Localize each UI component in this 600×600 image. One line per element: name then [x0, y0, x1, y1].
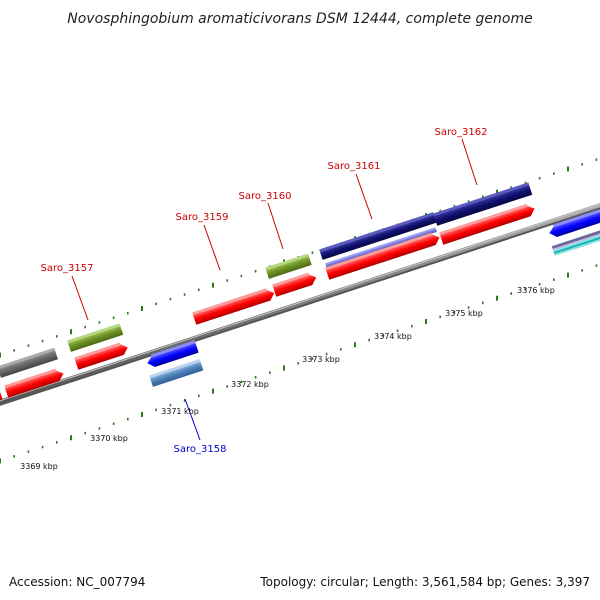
gene-block-saro-3161-navy[interactable] [319, 212, 437, 260]
axis-label-3375: 3375 kbp [445, 309, 483, 318]
gene-block-right-stack[interactable] [551, 224, 600, 256]
leader-lines [71, 138, 478, 441]
gene-block-saro-3158[interactable] [149, 358, 204, 387]
gene-block-saro-3160-green[interactable] [265, 253, 312, 279]
axis-label-3376: 3376 kbp [517, 286, 555, 295]
map-title: Novosphingobium aromaticivorans DSM 1244… [67, 11, 532, 27]
gene-block-saro-3162[interactable] [439, 202, 536, 245]
axis-label-3373: 3373 kbp [302, 355, 340, 364]
axis-label-3370: 3370 kbp [90, 434, 128, 443]
gene-block-saro-3159[interactable] [192, 286, 276, 325]
axis-label-3369: 3369 kbp [20, 462, 58, 471]
gene-label-saro-3161[interactable]: Saro_3161 [328, 161, 381, 172]
gene-block-red-2[interactable] [74, 341, 129, 370]
axis-label-3371: 3371 kbp [161, 407, 199, 416]
gene-block-saro-3160[interactable] [272, 271, 318, 297]
gene-label-saro-3159[interactable]: Saro_3159 [176, 212, 229, 223]
gene-block-red-1[interactable] [4, 367, 65, 398]
gene-block-saro-3161-lavender[interactable] [325, 227, 437, 268]
gene-block-right-blue[interactable] [547, 204, 600, 239]
gene-block-gray[interactable] [0, 347, 58, 378]
gene-label-saro-3157[interactable]: Saro_3157 [41, 263, 94, 274]
gene-label-saro-3160[interactable]: Saro_3160 [239, 191, 292, 202]
gene-block-saro-3162-navy[interactable] [433, 182, 533, 226]
genome-summary-text: Topology: circular; Length: 3,561,584 bp… [259, 575, 590, 589]
gene-block-saro-3157[interactable] [67, 323, 124, 352]
axis-label-3372: 3372 kbp [231, 380, 269, 389]
axis-label-3374: 3374 kbp [374, 332, 412, 341]
gene-block-blue-reverse[interactable] [145, 340, 199, 369]
genome-backbone [0, 203, 600, 406]
lower-tick-track [0, 264, 598, 464]
gene-label-group: Saro_3157 Saro_3158 Saro_3159 Saro_3160 … [41, 127, 488, 455]
gene-label-saro-3158[interactable]: Saro_3158 [174, 444, 227, 455]
axis-label-group: 3369 kbp 3370 kbp 3371 kbp 3372 kbp 3373… [20, 286, 555, 471]
gene-blocks [0, 182, 600, 403]
accession-text: Accession: NC_007794 [9, 575, 145, 589]
gene-label-saro-3162[interactable]: Saro_3162 [435, 127, 488, 138]
gene-block-saro-3161[interactable] [325, 231, 441, 280]
